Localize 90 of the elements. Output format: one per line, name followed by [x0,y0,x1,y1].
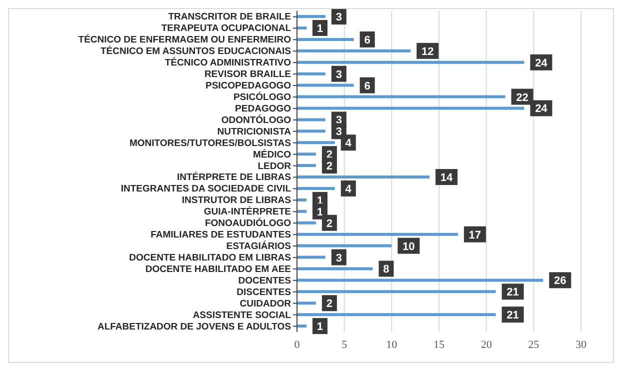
bar [297,244,392,248]
bar [297,198,306,202]
bar [297,26,306,30]
bar [297,267,373,270]
bar [297,72,326,76]
bar [297,106,524,110]
data-label: 6 [364,80,370,92]
data-label: 2 [326,298,332,310]
y-tick-label: INSTRUTOR DE LIBRAS [182,195,291,206]
x-tick-label: 30 [576,338,587,351]
data-label: 6 [364,34,370,46]
bar [297,324,306,328]
y-tick-label: PSICÓLOGO [233,90,291,103]
data-label: 8 [383,264,390,276]
y-tick-label: CUIDADOR [240,298,292,310]
data-label: 1 [316,22,324,35]
bar [297,186,335,190]
y-tick-label: PSICOPEDAGOGO [205,80,291,92]
bar [297,232,458,236]
bar [297,38,354,41]
data-label: 2 [326,218,332,230]
y-tick-label: PEDAGOGO [235,103,291,114]
bar [297,84,354,87]
data-label: 3 [336,252,342,264]
y-tick-label: TÉCNICO EM ASSUNTOS EDUCACIONAIS [100,45,291,58]
y-tick-label: TÉCNICO ADMINISTRATIVO [164,56,291,69]
data-label: 22 [516,92,528,104]
bar [297,290,496,294]
data-label: 10 [402,240,415,253]
data-label: 14 [440,172,454,184]
y-tick-label: FONOAUDIÓLOGO [204,217,291,230]
y-tick-label: MONITORES/TUTORES/BOLSISTAS [129,138,291,149]
bar [297,221,316,224]
y-tick-label: REVISOR BRAILLE [204,69,291,80]
y-tick-label: DOCENTES [238,275,291,286]
bar [297,176,430,179]
y-tick-label: LEDOR [258,160,292,172]
data-label: 4 [345,183,352,196]
y-tick-label: GUIA-INTÉRPRETE [204,206,291,218]
data-label: 26 [554,275,566,288]
y-tick-label: MÉDICO [253,148,291,160]
data-label: 2 [326,149,332,162]
data-label: 3 [336,68,342,81]
bar [297,60,524,64]
x-tick-label: 15 [434,338,445,351]
bar [297,15,326,18]
bar [297,152,316,156]
x-tick-label: 0 [294,338,300,351]
x-tick-label: 25 [528,338,540,351]
bar [297,313,496,316]
data-label: 12 [421,46,434,58]
y-tick-label: FAMILIARES DE ESTUDANTES [150,230,291,241]
data-label: 21 [506,310,519,322]
data-label: 24 [535,57,548,70]
bar [297,130,326,133]
bar [297,210,306,213]
y-tick-label: ODONTÓLOGO [221,114,291,126]
x-tick-label: 5 [342,338,348,351]
bar [297,141,335,144]
y-tick-label: ESTAGIÁRIOS [226,240,291,252]
bar [297,256,326,259]
y-tick-label: DOCENTE HABILITADO EM LIBRAS [129,252,291,264]
y-tick-label: DOCENTE HABILITADO EM AEE [145,264,291,275]
x-tick-label: 10 [386,338,398,351]
data-label: 4 [345,138,352,150]
data-label: 2 [326,160,332,173]
data-label: 24 [535,103,548,116]
y-tick-label: TERAPEUTA OCUPACIONAL [161,23,292,34]
bar [297,164,316,168]
bar [297,302,316,305]
y-tick-label: NUTRICIONISTA [217,126,292,138]
y-tick-label: ASSISTENTE SOCIAL [192,310,292,321]
y-tick-label: TRANSCRITOR DE BRAILE [168,12,291,23]
bar [297,278,544,282]
y-tick-label: INTÉRPRETE DE LIBRAS [176,171,291,184]
data-label: 1 [316,206,324,218]
data-label: 1 [316,321,324,334]
y-tick-label: INTEGRANTES DA SOCIEDADE CIVIL [120,184,292,195]
bar [297,118,326,122]
bar [297,95,506,98]
data-label: 3 [336,126,342,138]
data-label: 17 [468,229,482,242]
x-tick-label: 20 [480,338,492,351]
y-tick-label: ALFABETIZADOR DE JOVENS E ADULTOS [97,321,291,332]
y-tick-label: TÉCNICO DE ENFERMAGEM OU ENFERMEIRO [78,34,291,46]
y-tick-label: DISCENTES [236,286,291,298]
data-label: 21 [506,286,519,299]
data-label: 3 [336,114,342,127]
bar [297,49,411,52]
data-label: 3 [336,12,342,24]
